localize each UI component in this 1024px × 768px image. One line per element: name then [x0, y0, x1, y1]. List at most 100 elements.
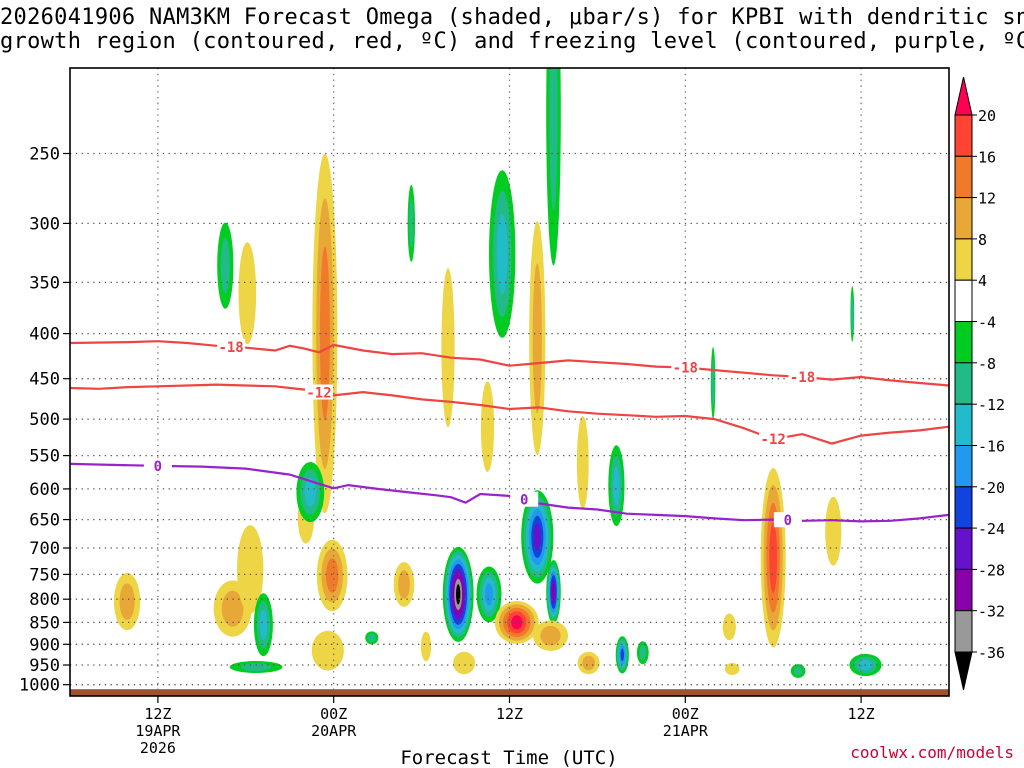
x-tick-label-18: 00Z [320, 705, 347, 723]
contour-line--18 [70, 340, 949, 387]
omega-feature-27-level-8 [540, 625, 561, 646]
y-tick-label-250: 250 [29, 145, 60, 165]
contour-label-bg--12-0 [305, 384, 333, 400]
x-tick-label-42: 00Z [672, 705, 699, 723]
omega-feature-3-level-4 [238, 242, 257, 345]
x-tick-label-30: 12Z [496, 705, 523, 723]
omega-feature-37-level--8 [793, 666, 803, 676]
credit-text[interactable]: coolwx.com/models [850, 743, 1014, 762]
colorbar-segment-12 [954, 568, 973, 612]
omega-feature-9-level--12 [304, 477, 316, 507]
colorbar-segment-11 [954, 527, 973, 570]
colorbar-segment-10 [954, 486, 973, 529]
omega-feature-4-level-4 [237, 525, 264, 614]
y-tick-label-400: 400 [29, 325, 60, 345]
contour-label-0-1: 0 [520, 493, 528, 509]
omega-feature-31-level--20 [620, 648, 624, 661]
colorbar-top-arrow [954, 76, 973, 116]
colorbar-label-7: -12 [978, 396, 1005, 414]
contour-label-bg--18-1 [671, 359, 700, 375]
omega-feature-35-level-4 [724, 663, 740, 675]
colorbar-segment-1 [954, 114, 973, 157]
omega-shading [113, 68, 882, 678]
y-tick-label-750: 750 [29, 565, 60, 585]
colorbar-label-13: -36 [978, 644, 1005, 662]
omega-feature-39-level--8 [850, 296, 854, 332]
y-tick-label-900: 900 [29, 635, 60, 655]
ground-surface [70, 689, 949, 696]
y-tick-label-650: 650 [29, 511, 60, 531]
contour-label--12-0: -12 [306, 386, 331, 402]
omega-feature-5-level--12 [259, 609, 268, 640]
omega-feature-19-level--16 [485, 583, 493, 606]
colorbar-label-0: 20 [978, 107, 996, 125]
colorbar-segment-5 [954, 279, 973, 323]
omega-feature-28-level-4 [576, 416, 589, 509]
contour-label-bg--12-1 [759, 431, 788, 447]
omega-feature-12-level--8 [368, 633, 376, 643]
x-tick-sublabel-6-0: 19APR [135, 722, 181, 740]
x-tick-label-54: 12Z [848, 705, 875, 723]
omega-feature-6-level--8 [241, 663, 272, 671]
omega-feature-16-level-4 [441, 268, 455, 428]
contour-label--12-1: -12 [761, 432, 786, 448]
omega-feature-33-level--8 [711, 360, 715, 406]
y-tick-label-500: 500 [29, 410, 60, 430]
colorbar-label-2: 12 [978, 190, 996, 208]
colorbar-bottom-arrow [954, 651, 973, 691]
colorbar-label-6: -8 [978, 355, 996, 373]
omega-feature-26-level--28 [552, 583, 555, 601]
contour-label--18-2: -18 [790, 370, 815, 386]
contour-label-bg-0-1 [510, 491, 539, 507]
contour-label-0-0: 0 [154, 459, 162, 475]
colorbar-label-9: -20 [978, 479, 1005, 497]
grid [70, 68, 949, 696]
contour-label--18-0: -18 [218, 340, 243, 356]
colorbar-label-10: -24 [978, 520, 1005, 538]
y-tick-label-800: 800 [29, 590, 60, 610]
omega-feature-1-level--8 [220, 238, 230, 294]
omega-feature-21-level-4 [480, 381, 495, 473]
omega-feature-30-level--12 [613, 466, 620, 506]
colorbar-label-8: -16 [978, 438, 1005, 456]
omega-feature-17-level--36 [456, 584, 461, 605]
contour-label-bg-0-2 [773, 512, 802, 528]
y-tick-label-600: 600 [29, 480, 60, 500]
y-tick-label-350: 350 [29, 273, 60, 293]
omega-feature-18-level-4 [453, 651, 476, 675]
colorbar-segment-2 [954, 155, 973, 199]
omega-feature-20-level--12 [496, 213, 508, 295]
contour-label-bg-0-0 [143, 457, 172, 473]
colorbar-segment-4 [954, 238, 973, 281]
colorbar-label-12: -32 [978, 603, 1005, 621]
omega-feature-24-level--24 [533, 523, 541, 551]
omega-feature-15-level-4 [420, 631, 432, 662]
omega-feature-29-level-8 [582, 655, 595, 671]
omega-feature-34-level-4 [722, 613, 736, 641]
chart-title: 2026041906 NAM3KM Forecast Omega (shaded… [0, 6, 1024, 54]
x-axis-label: Forecast Time (UTC) [400, 747, 617, 768]
x-tick-label-6: 12Z [144, 705, 171, 723]
omega-feature-23-level-8 [532, 263, 542, 414]
omega-feature-38-level-4 [825, 496, 842, 566]
colorbar-segment-13 [954, 610, 973, 653]
chart-title-line-2: growth region (contoured, red, ºC) and f… [0, 29, 1024, 54]
colorbar-label-4: 4 [978, 272, 987, 290]
contour-label-bg--18-2 [788, 369, 817, 384]
omega-feature-11-level-4 [311, 630, 344, 671]
contour-lines: -18 -18 -18 -12 -12 0 0 0 [70, 338, 949, 529]
y-tick-label-300: 300 [29, 214, 60, 234]
y-tick-label-850: 850 [29, 613, 60, 633]
contour-label-bg--18-0 [217, 338, 246, 354]
axes: 2503003504004505005506006507007508008509… [19, 67, 950, 757]
colorbar-label-1: 16 [978, 148, 996, 166]
colorbar-segment-7 [954, 362, 973, 405]
omega-feature-32-level--8 [639, 645, 647, 661]
colorbar-segment-8 [954, 403, 973, 447]
y-tick-label-950: 950 [29, 656, 60, 676]
y-tick-label-1000: 1000 [19, 676, 60, 696]
colorbar-label-5: -4 [978, 314, 996, 332]
colorbar-label-3: 8 [978, 231, 987, 249]
omega-feature-0-level-8 [119, 583, 135, 620]
